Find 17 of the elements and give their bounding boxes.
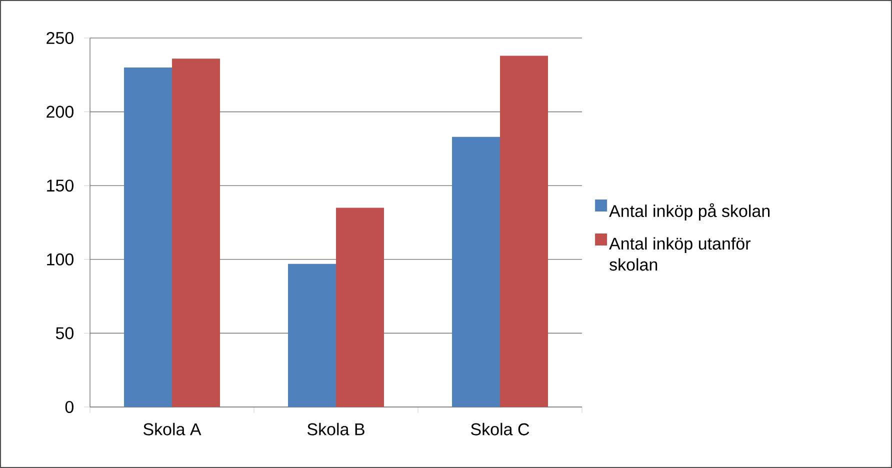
bar bbox=[452, 136, 500, 407]
y-tick-label: 0 bbox=[65, 400, 74, 414]
bar bbox=[172, 58, 220, 407]
bar bbox=[336, 208, 384, 407]
y-tick-label: 50 bbox=[56, 327, 74, 340]
y-tick-label: 150 bbox=[47, 180, 74, 192]
y-tick-label: 100 bbox=[47, 253, 74, 266]
x-tick-label: Skola C bbox=[471, 422, 530, 436]
y-tick-label: 200 bbox=[46, 106, 74, 118]
legend-label: Antal inköp utanför skolan bbox=[609, 237, 750, 271]
bar bbox=[500, 56, 548, 407]
bar bbox=[288, 264, 336, 407]
bar bbox=[124, 68, 172, 407]
y-tick-label: 250 bbox=[46, 32, 74, 44]
x-tick-label: Skola B bbox=[307, 422, 364, 436]
legend-label: Antal inköp på skolan bbox=[609, 203, 770, 220]
x-tick-label: Skola A bbox=[143, 422, 202, 436]
